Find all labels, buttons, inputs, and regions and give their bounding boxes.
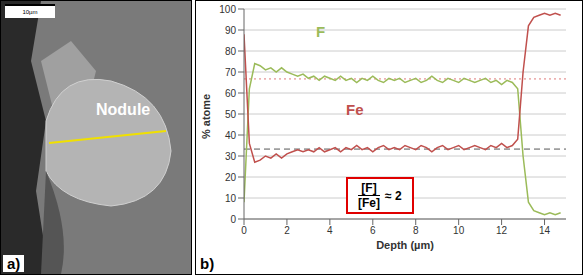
html-text:Nodule: Nodule bbox=[96, 101, 151, 118]
svg-text:0: 0 bbox=[230, 214, 236, 225]
svg-text:% atome: % atome bbox=[200, 94, 212, 139]
html-text:[Fe] ≈ 2: [Fe] ≈ 2 bbox=[358, 188, 402, 210]
html-text:F: F bbox=[316, 23, 326, 40]
html-text:10µm: 10µm bbox=[22, 9, 38, 15]
svg-text:Depth (µm): Depth (µm) bbox=[376, 239, 434, 251]
svg-text:50: 50 bbox=[225, 109, 237, 120]
svg-text:10: 10 bbox=[453, 225, 465, 236]
svg-text:90: 90 bbox=[225, 25, 237, 36]
svg-text:30: 30 bbox=[225, 151, 237, 162]
html-text:Fe: Fe bbox=[346, 101, 364, 118]
svg-text:20: 20 bbox=[225, 172, 237, 183]
svg-text:12: 12 bbox=[496, 225, 508, 236]
html-text:a): a) bbox=[7, 255, 21, 272]
svg-text:6: 6 bbox=[370, 225, 376, 236]
svg-text:0: 0 bbox=[241, 225, 247, 236]
svg-text:4: 4 bbox=[327, 225, 333, 236]
html-text:b): b) bbox=[200, 255, 215, 272]
svg-text:70: 70 bbox=[225, 67, 237, 78]
svg-text:10: 10 bbox=[225, 193, 237, 204]
svg-text:8: 8 bbox=[413, 225, 419, 236]
svg-text:14: 14 bbox=[539, 225, 551, 236]
svg-text:60: 60 bbox=[225, 88, 237, 99]
html-text:[F]: [F] bbox=[361, 181, 377, 195]
svg-text:100: 100 bbox=[219, 4, 236, 15]
svg-text:2: 2 bbox=[284, 225, 290, 236]
svg-text:80: 80 bbox=[225, 46, 237, 57]
svg-text:40: 40 bbox=[225, 130, 237, 141]
